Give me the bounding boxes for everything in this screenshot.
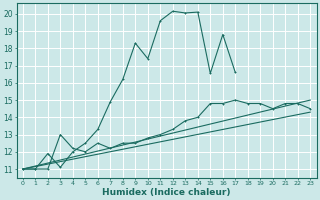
X-axis label: Humidex (Indice chaleur): Humidex (Indice chaleur) (102, 188, 231, 197)
